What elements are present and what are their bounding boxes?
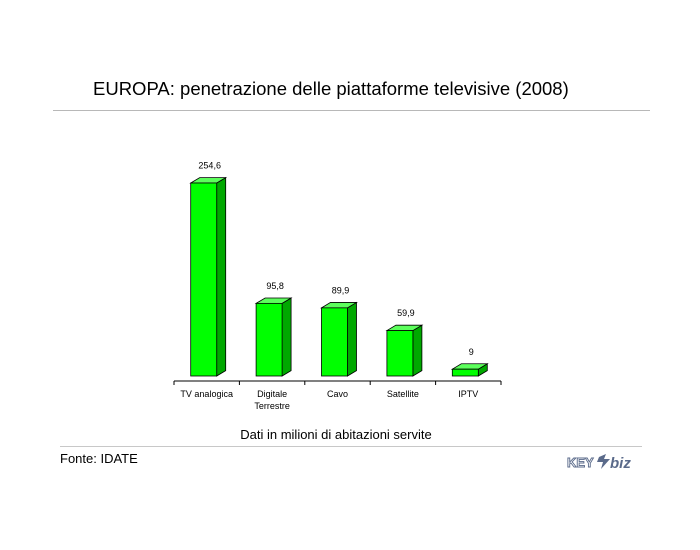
chart-title: EUROPA: penetrazione delle piattaforme t… [93, 78, 569, 99]
key4biz-logo: KEY biz [567, 454, 631, 472]
bar-side [412, 324, 423, 377]
data-label: 9 [469, 347, 474, 357]
bar [321, 307, 348, 377]
bar-side [347, 301, 357, 377]
chart-caption: Dati in milioni di abitazioni servite [240, 427, 432, 442]
category-label: Satellite [387, 389, 419, 399]
data-label: 254,6 [198, 161, 221, 171]
bar [190, 182, 218, 377]
footer-divider [60, 446, 642, 447]
title-divider [53, 110, 650, 111]
bar-side [216, 176, 227, 377]
source-label: Fonte: IDATE [60, 451, 138, 466]
category-label: Terrestre [254, 401, 290, 411]
data-label: 95,8 [266, 281, 284, 291]
category-label: IPTV [458, 389, 478, 399]
bar [255, 302, 283, 377]
bar [386, 330, 414, 377]
bar [451, 368, 479, 377]
logo-key-text: KEY [567, 455, 594, 470]
logo-biz-text: biz [610, 455, 631, 472]
data-label: 89,9 [332, 285, 350, 295]
category-label: Digitale [257, 389, 287, 399]
data-label: 59,9 [397, 308, 415, 318]
logo-bolt-icon [597, 454, 610, 469]
category-label: Cavo [327, 389, 348, 399]
bar-side [281, 297, 292, 377]
category-label: TV analogica [180, 389, 233, 399]
